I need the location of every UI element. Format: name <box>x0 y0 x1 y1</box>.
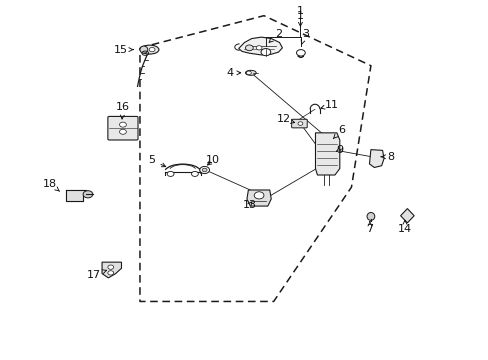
Polygon shape <box>315 133 339 175</box>
Circle shape <box>256 46 262 50</box>
Text: 12: 12 <box>276 114 294 124</box>
Circle shape <box>202 168 206 172</box>
Ellipse shape <box>245 70 256 75</box>
Circle shape <box>167 171 174 176</box>
Polygon shape <box>66 190 85 201</box>
Circle shape <box>119 129 126 134</box>
Text: 4: 4 <box>226 68 240 78</box>
Text: 1: 1 <box>296 6 304 16</box>
Circle shape <box>200 166 209 174</box>
Circle shape <box>297 122 302 125</box>
Text: 10: 10 <box>205 156 220 165</box>
Text: 3: 3 <box>301 28 308 44</box>
Text: 16: 16 <box>116 102 130 119</box>
Polygon shape <box>297 56 303 58</box>
Circle shape <box>119 122 126 127</box>
Circle shape <box>245 45 253 51</box>
Polygon shape <box>400 208 413 223</box>
Ellipse shape <box>366 212 374 220</box>
Circle shape <box>261 49 270 56</box>
Polygon shape <box>102 262 121 278</box>
Text: 9: 9 <box>335 145 342 155</box>
Circle shape <box>191 171 198 176</box>
Circle shape <box>246 71 251 75</box>
Polygon shape <box>369 150 383 167</box>
Text: 5: 5 <box>148 156 165 167</box>
Circle shape <box>83 191 93 198</box>
Circle shape <box>296 50 305 56</box>
Text: 14: 14 <box>397 220 411 234</box>
Circle shape <box>108 265 114 269</box>
Ellipse shape <box>140 45 159 54</box>
Text: 1: 1 <box>296 11 304 26</box>
Text: 2: 2 <box>268 28 282 42</box>
Text: 11: 11 <box>320 100 338 110</box>
Text: 13: 13 <box>242 200 256 210</box>
Text: 7: 7 <box>366 221 373 234</box>
FancyBboxPatch shape <box>108 116 138 140</box>
Circle shape <box>254 192 264 199</box>
Text: 17: 17 <box>86 270 106 280</box>
Polygon shape <box>238 37 282 55</box>
Text: 6: 6 <box>333 125 345 139</box>
Circle shape <box>108 271 114 275</box>
Text: 18: 18 <box>43 179 60 192</box>
Circle shape <box>149 48 155 52</box>
Text: 8: 8 <box>380 152 393 162</box>
Text: 15: 15 <box>113 45 133 55</box>
Ellipse shape <box>140 46 147 53</box>
FancyBboxPatch shape <box>291 119 306 128</box>
Polygon shape <box>246 190 271 206</box>
